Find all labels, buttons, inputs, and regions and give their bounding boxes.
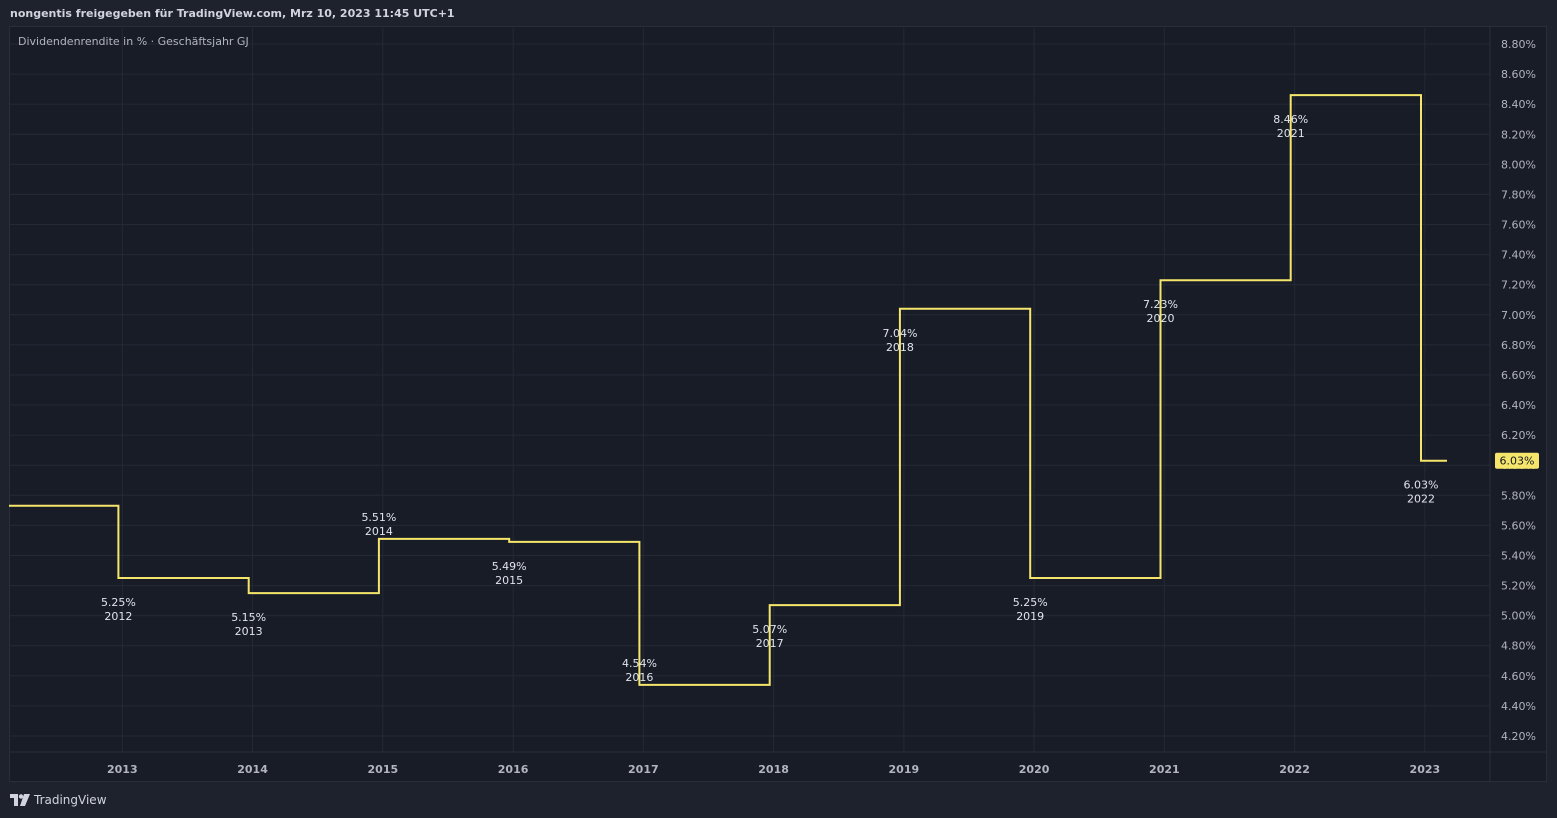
- data-label-value: 6.03%: [1403, 479, 1438, 492]
- grid-lines: [10, 28, 1490, 752]
- x-axis: 2013 2014 2015 2016 2017 2018 2019 2020 2021 2022…: [10, 751, 1546, 776]
- series-line: [9, 94, 1447, 686]
- y-tick-label: 6.20%: [1501, 429, 1536, 442]
- data-label-value: 7.23%: [1143, 298, 1178, 311]
- data-label-year: 2016: [625, 671, 653, 684]
- y-tick-label: 8.60%: [1501, 68, 1536, 81]
- data-label-year: 2019: [1016, 610, 1044, 623]
- y-tick-label: 8.20%: [1501, 128, 1536, 141]
- x-tick-label: 2016: [498, 763, 529, 776]
- x-tick-label: 2018: [758, 763, 789, 776]
- last-value-badge: 6.03%: [1495, 452, 1539, 469]
- y-tick-label: 5.40%: [1501, 549, 1536, 562]
- last-value-badge-bg: [1495, 452, 1539, 469]
- last-value-badge-label: 6.03%: [1500, 455, 1535, 468]
- data-label-year: 2015: [495, 574, 523, 587]
- x-tick-label: 2015: [368, 763, 399, 776]
- y-tick-label: 7.00%: [1501, 309, 1536, 322]
- indicator-label: Dividendenrendite in % · Geschäftsjahr G…: [18, 35, 249, 48]
- y-tick-label: 7.80%: [1501, 188, 1536, 201]
- x-tick-label: 2013: [107, 763, 138, 776]
- data-label: 7.04%2018: [882, 327, 917, 354]
- data-label-value: 7.04%: [882, 327, 917, 340]
- y-tick-label: 4.80%: [1501, 640, 1536, 653]
- data-label: 5.07%2017: [752, 623, 787, 650]
- y-tick-label: 8.00%: [1501, 158, 1536, 171]
- y-tick-label: 5.60%: [1501, 519, 1536, 532]
- data-label-value: 5.51%: [361, 511, 396, 524]
- x-tick-label: 2022: [1279, 763, 1310, 776]
- data-label: 4.54%2016: [622, 657, 657, 684]
- data-label-year: 2018: [886, 341, 914, 354]
- footer-brand[interactable]: TradingView: [10, 792, 107, 808]
- data-label: 5.51%2014: [361, 511, 396, 538]
- y-tick-label: 7.40%: [1501, 249, 1536, 262]
- x-tick-label: 2014: [237, 763, 268, 776]
- data-label: 8.46%2021: [1273, 113, 1308, 140]
- chart-header-title: nongentis freigegeben für TradingView.co…: [10, 7, 455, 20]
- y-tick-label: 5.20%: [1501, 580, 1536, 593]
- y-tick-label: 7.20%: [1501, 279, 1536, 292]
- data-label-year: 2017: [756, 637, 784, 650]
- data-label: 7.23%2020: [1143, 298, 1178, 325]
- tradingview-logo-icon: [10, 794, 30, 806]
- y-tick-label: 6.80%: [1501, 339, 1536, 352]
- data-labels: 5.25%2012 5.15%20135.51%20145.49%20154.54…: [101, 113, 1439, 684]
- y-tick-label: 8.80%: [1501, 38, 1536, 51]
- data-label-value: 5.15%: [231, 611, 266, 624]
- x-tick-label: 2023: [1410, 763, 1441, 776]
- y-tick-label: 4.20%: [1501, 730, 1536, 743]
- y-tick-label: 4.40%: [1501, 700, 1536, 713]
- y-tick-label: 8.40%: [1501, 98, 1536, 111]
- x-tick-label: 2019: [889, 763, 920, 776]
- data-label-year: 2021: [1277, 127, 1305, 140]
- data-label-year: 2012: [104, 610, 132, 623]
- data-label-value: 5.25%: [1013, 596, 1048, 609]
- data-label-value: 8.46%: [1273, 113, 1308, 126]
- data-label-year: 2020: [1146, 312, 1174, 325]
- data-label-value: 5.07%: [752, 623, 787, 636]
- y-tick-label: 6.40%: [1501, 399, 1536, 412]
- y-tick-label: 7.60%: [1501, 219, 1536, 232]
- data-label-year: 2013: [235, 625, 263, 638]
- dividend-yield-series: [9, 94, 1447, 686]
- y-tick-label: 4.60%: [1501, 670, 1536, 683]
- data-label: 5.15%2013: [231, 611, 266, 638]
- y-tick-label: 5.00%: [1501, 610, 1536, 623]
- x-tick-label: 2021: [1149, 763, 1180, 776]
- data-label-year: 2014: [365, 525, 393, 538]
- y-tick-label: 5.80%: [1501, 489, 1536, 502]
- footer-brand-label: TradingView: [34, 793, 107, 807]
- data-label-value: 5.25%: [101, 596, 136, 609]
- data-label-value: 5.49%: [492, 560, 527, 573]
- x-tick-label: 2017: [628, 763, 659, 776]
- x-tick-label: 2020: [1019, 763, 1050, 776]
- data-label: 5.25%2019: [1013, 596, 1048, 623]
- data-label-year: 2022: [1407, 493, 1435, 506]
- y-axis: 4.20% 4.40% 4.60% 4.80% 5.00% 5.20% 5.40% 5.60%…: [1489, 27, 1539, 781]
- data-label: 5.49%2015: [492, 560, 527, 587]
- data-label-value: 4.54%: [622, 657, 657, 670]
- y-tick-label: 6.60%: [1501, 369, 1536, 382]
- data-label: 5.25%2012: [101, 596, 136, 623]
- data-label: 6.03%2022: [1403, 479, 1438, 506]
